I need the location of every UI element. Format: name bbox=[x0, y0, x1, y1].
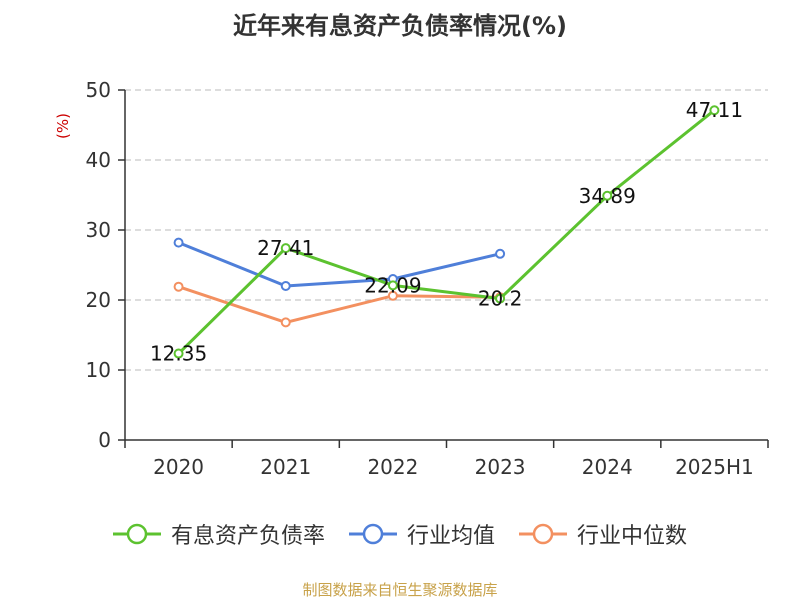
axes: 0 10 20 30 40 50 2020 2021 2022 2023 2024 2025H1 bbox=[86, 78, 769, 479]
y-tick-label-30: 30 bbox=[86, 218, 111, 242]
y-tick-label-40: 40 bbox=[86, 148, 111, 172]
data-label-2024: 34.89 bbox=[579, 184, 636, 208]
legend-label-industry-mean: 行业均值 bbox=[406, 524, 495, 549]
y-axis-unit: (%) bbox=[54, 113, 72, 139]
series-0-point-2023 bbox=[495, 293, 506, 304]
data-label-2021: 27.41 bbox=[257, 236, 314, 260]
series-lines bbox=[173, 105, 720, 359]
series-2-point-2021 bbox=[280, 317, 291, 328]
series-1-point-2023 bbox=[495, 248, 506, 259]
series-line-0 bbox=[177, 109, 716, 355]
legend: 有息资产负债率 行业均值 行业中位数 bbox=[0, 518, 800, 550]
y-tick-label-50: 50 bbox=[86, 78, 111, 102]
data-labels: 12.35 27.41 22.09 20.2 34.89 47.11 bbox=[150, 98, 743, 365]
legend-item-debt-ratio[interactable]: 有息资产负债率 bbox=[112, 518, 325, 550]
data-label-2020: 12.35 bbox=[150, 342, 207, 366]
series-0-point-2025H1 bbox=[709, 105, 720, 116]
series-0-point-2022 bbox=[387, 280, 398, 291]
series-1-point-2020 bbox=[173, 237, 184, 248]
x-tick-label-2024: 2024 bbox=[582, 455, 633, 479]
legend-symbol-industry-median bbox=[519, 523, 567, 545]
series-0-point-2020 bbox=[173, 348, 184, 359]
x-tick-label-2023: 2023 bbox=[475, 455, 526, 479]
series-2-point-2022 bbox=[387, 290, 398, 301]
series-line-1 bbox=[178, 241, 501, 288]
legend-label-debt-ratio: 有息资产负债率 bbox=[170, 524, 325, 549]
legend-marker-0 bbox=[126, 523, 148, 545]
grid-lines bbox=[125, 89, 768, 371]
legend-item-industry-mean[interactable]: 行业均值 bbox=[348, 518, 495, 550]
legend-item-industry-median[interactable]: 行业中位数 bbox=[519, 518, 687, 550]
y-tick-label-0: 0 bbox=[98, 428, 111, 452]
legend-marker-2 bbox=[532, 523, 554, 545]
legend-symbol-debt-ratio bbox=[112, 523, 161, 545]
data-label-2023: 20.2 bbox=[478, 287, 523, 311]
series-1-point-2021 bbox=[280, 281, 291, 291]
chart-title: 近年来有息资产负债率情况(%) bbox=[233, 12, 567, 40]
data-label-2025H1: 47.11 bbox=[686, 98, 743, 122]
series-2-point-2020 bbox=[173, 281, 184, 292]
y-tick-label-20: 20 bbox=[86, 288, 111, 312]
legend-symbol-industry-mean bbox=[348, 523, 397, 545]
y-tick-label-10: 10 bbox=[86, 358, 111, 382]
x-tick-label-2025H1: 2025H1 bbox=[675, 455, 754, 479]
x-tick-label-2022: 2022 bbox=[367, 455, 418, 479]
series-0-point-2024 bbox=[602, 190, 613, 201]
x-tick-label-2021: 2021 bbox=[260, 455, 311, 479]
x-tick-label-2020: 2020 bbox=[153, 455, 204, 479]
series-0-point-2021 bbox=[280, 243, 291, 254]
data-label-2022: 22.09 bbox=[364, 273, 421, 297]
series-line-2 bbox=[178, 285, 501, 324]
legend-marker-1 bbox=[362, 523, 384, 545]
data-source-note: 制图数据来自恒生聚源数据库 bbox=[302, 581, 498, 599]
legend-label-industry-median: 行业中位数 bbox=[577, 524, 688, 549]
